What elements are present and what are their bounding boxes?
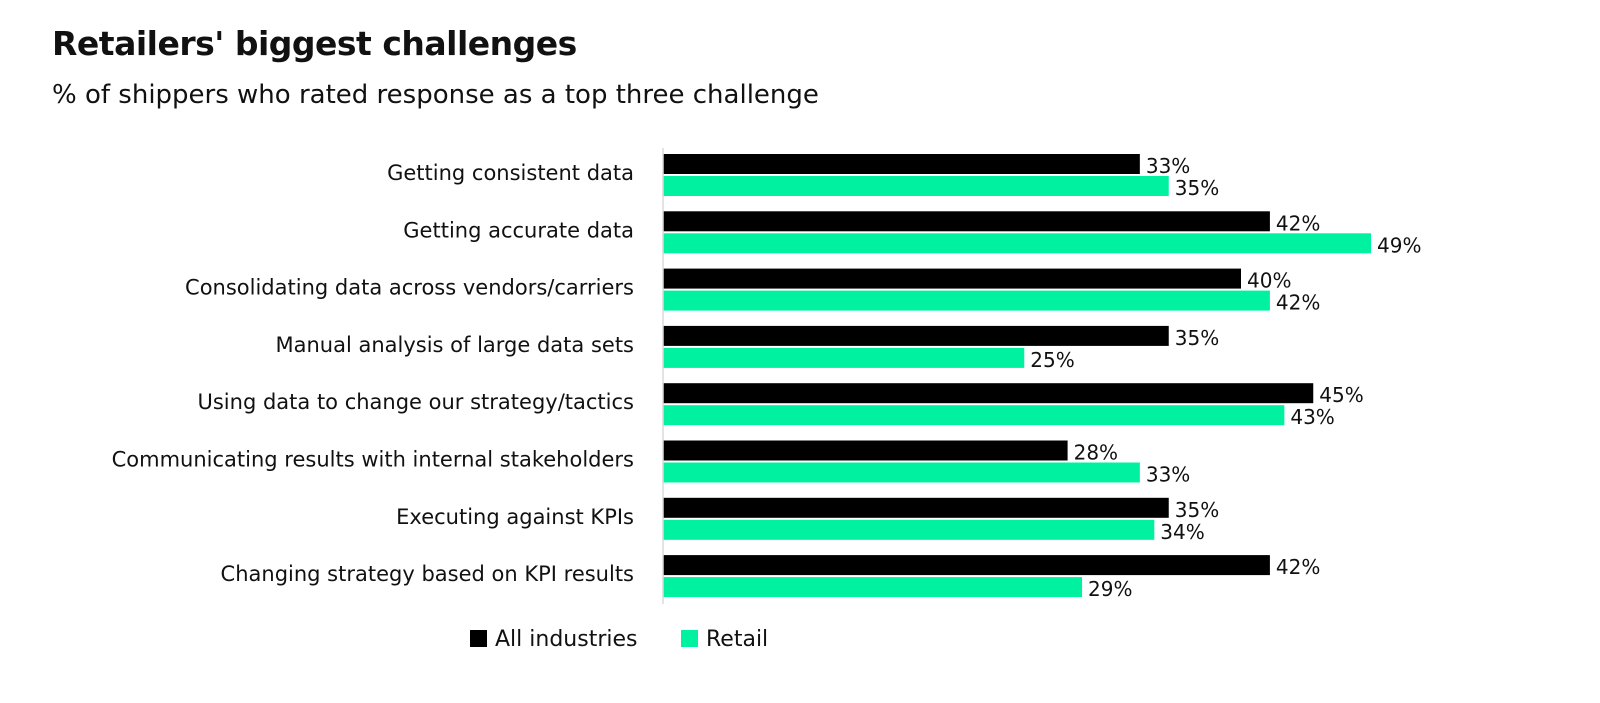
bar-retail (663, 577, 1083, 598)
category-label: Manual analysis of large data sets (275, 333, 634, 357)
category-label: Changing strategy based on KPI results (221, 562, 634, 586)
category-label: Consolidating data across vendors/carrie… (185, 276, 634, 300)
data-label: 33% (1146, 463, 1190, 487)
legend-swatch (470, 630, 487, 647)
bar-all-industries (663, 555, 1270, 576)
bar-all-industries (663, 497, 1169, 518)
legend-label: All industries (495, 627, 637, 652)
data-label: 35% (1175, 498, 1219, 522)
data-label: 40% (1247, 269, 1291, 293)
category-label: Communicating results with internal stak… (112, 448, 634, 472)
bar-all-industries (663, 325, 1169, 346)
data-label: 25% (1030, 348, 1074, 372)
data-label: 43% (1290, 405, 1334, 429)
legend-label: Retail (706, 627, 768, 652)
bar-retail (663, 462, 1140, 483)
data-label: 42% (1276, 555, 1320, 579)
category-label: Getting accurate data (403, 218, 634, 242)
data-label: 29% (1088, 577, 1132, 601)
data-label: 45% (1319, 383, 1363, 407)
bar-retail (663, 347, 1025, 368)
chart-title: Retailers' biggest challenges (52, 24, 577, 63)
bar-retail (663, 176, 1169, 196)
bar-all-industries (663, 440, 1068, 461)
chart-subtitle: % of shippers who rated response as a to… (52, 80, 819, 110)
data-label: 42% (1276, 211, 1320, 235)
data-label: 42% (1276, 291, 1320, 315)
bar-all-industries (663, 268, 1241, 289)
data-label: 35% (1175, 176, 1219, 200)
bar-all-industries (663, 211, 1270, 232)
bar-all-industries (663, 383, 1314, 404)
bar-retail (663, 233, 1372, 254)
data-label: 33% (1146, 154, 1190, 178)
data-label: 49% (1377, 233, 1421, 257)
bar-all-industries (663, 154, 1140, 174)
data-label: 35% (1175, 326, 1219, 350)
legend-swatch (681, 630, 698, 647)
data-label: 28% (1074, 441, 1118, 465)
category-label: Getting consistent data (387, 161, 634, 185)
data-label: 34% (1160, 520, 1204, 544)
bar-retail (663, 290, 1270, 311)
bar-retail (663, 519, 1155, 540)
category-label: Executing against KPIs (396, 505, 634, 529)
category-label: Using data to change our strategy/tactic… (198, 390, 635, 414)
bar-retail (663, 405, 1285, 426)
